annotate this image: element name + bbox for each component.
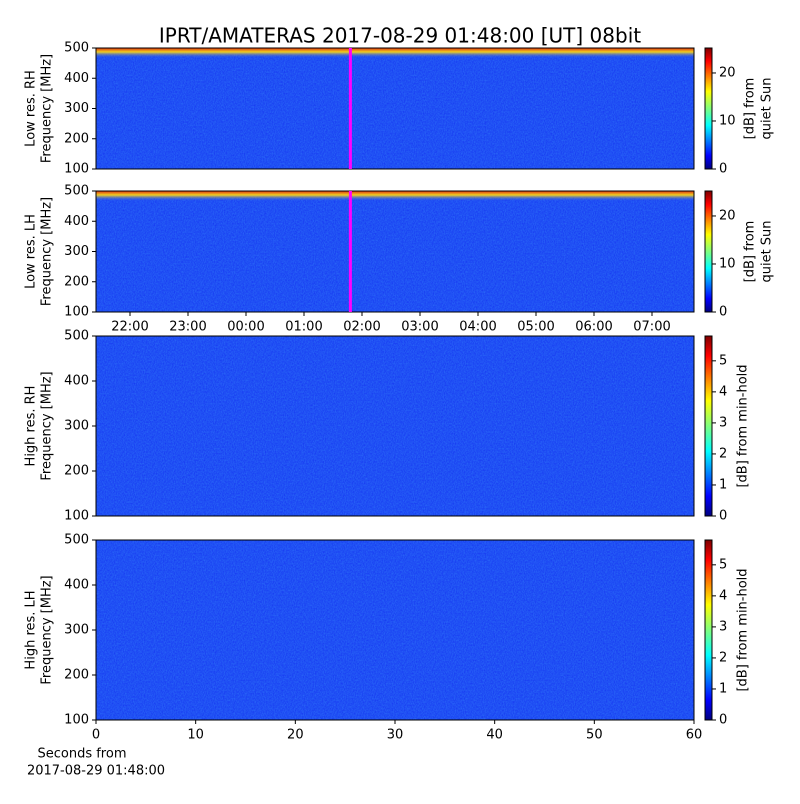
y-tick-label: 500 <box>64 184 89 199</box>
spectrogram-texture <box>96 191 694 312</box>
spectrogram-texture <box>96 336 694 516</box>
y-tick-label: 100 <box>64 509 89 524</box>
y-axis-label: Low res. RH <box>24 70 39 147</box>
colorbar <box>704 539 713 721</box>
y-tick-label: 200 <box>64 464 89 479</box>
y-tick-label: 100 <box>64 162 89 177</box>
colorbar-tick-label: 2 <box>719 650 727 665</box>
colorbar-tick-label: 5 <box>719 353 727 368</box>
colorbar-tick-label: 5 <box>719 557 727 572</box>
y-axis-label: Frequency [MHz] <box>40 371 55 480</box>
colorbar-label: quiet Sun <box>760 220 775 282</box>
y-axis-label: Frequency [MHz] <box>40 54 55 163</box>
colorbar-tick-label: 4 <box>719 384 727 399</box>
y-tick-label: 100 <box>64 713 89 728</box>
y-axis-label: Low res. LH <box>24 214 39 289</box>
colorbar-tick-label: 0 <box>719 509 727 524</box>
y-tick-label: 300 <box>64 101 89 116</box>
x-tick-label: 30 <box>387 728 404 743</box>
x-tick-label: 60 <box>686 728 703 743</box>
x-axis-label: 2017-08-29 01:48:00 <box>27 764 165 779</box>
y-axis-label: High res. RH <box>24 386 39 467</box>
y-tick-label: 500 <box>64 41 89 56</box>
y-tick-label: 200 <box>64 274 89 289</box>
y-tick-label: 300 <box>64 623 89 638</box>
colorbar-tick-label: 1 <box>719 477 727 492</box>
colorbar-tick-label: 10 <box>719 256 736 271</box>
colorbar-tick-label: 0 <box>719 162 727 177</box>
x-tick-label: 01:00 <box>285 320 322 335</box>
colorbar-tick-label: 0 <box>719 305 727 320</box>
spectrogram-texture <box>96 48 694 169</box>
y-tick-label: 500 <box>64 329 89 344</box>
colorbar-tick-label: 20 <box>719 65 736 80</box>
colorbar-tick-label: 2 <box>719 446 727 461</box>
y-tick-label: 400 <box>64 71 89 86</box>
y-tick-label: 500 <box>64 533 89 548</box>
y-tick-label: 400 <box>64 214 89 229</box>
x-tick-label: 10 <box>187 728 204 743</box>
colorbar <box>704 190 713 313</box>
y-axis-label: Frequency [MHz] <box>40 575 55 684</box>
colorbar-label: quiet Sun <box>760 77 775 139</box>
y-tick-label: 200 <box>64 668 89 683</box>
chart-title: IPRT/AMATERAS 2017-08-29 01:48:00 [UT] 0… <box>159 24 641 48</box>
colorbar-tick-label: 4 <box>719 588 727 603</box>
x-tick-label: 0 <box>92 728 100 743</box>
colorbar <box>704 47 713 170</box>
colorbar-tick-label: 0 <box>719 713 727 728</box>
y-tick-label: 400 <box>64 578 89 593</box>
y-tick-label: 400 <box>64 374 89 389</box>
colorbar-label: [dB] from <box>743 78 758 140</box>
y-tick-label: 200 <box>64 131 89 146</box>
x-tick-label: 23:00 <box>169 320 206 335</box>
colorbar-label: [dB] from min-hold <box>736 568 751 691</box>
x-tick-label: 40 <box>486 728 503 743</box>
x-tick-label: 22:00 <box>111 320 148 335</box>
y-tick-label: 300 <box>64 244 89 259</box>
x-tick-label: 02:00 <box>343 320 380 335</box>
x-tick-label: 04:00 <box>459 320 496 335</box>
x-tick-label: 07:00 <box>633 320 670 335</box>
spectrogram-top-band <box>96 191 694 201</box>
colorbar-tick-label: 20 <box>719 208 736 223</box>
colorbar <box>704 335 713 517</box>
x-tick-label: 20 <box>287 728 304 743</box>
y-axis-label: Frequency [MHz] <box>40 197 55 306</box>
colorbar-tick-label: 3 <box>719 415 727 430</box>
spectrogram-texture <box>96 540 694 720</box>
x-tick-label: 05:00 <box>517 320 554 335</box>
colorbar-tick-label: 1 <box>719 681 727 696</box>
y-axis-label: High res. LH <box>24 590 39 669</box>
y-tick-label: 100 <box>64 305 89 320</box>
x-tick-label: 06:00 <box>575 320 612 335</box>
colorbar-tick-label: 3 <box>719 619 727 634</box>
x-tick-label: 00:00 <box>227 320 264 335</box>
colorbar-tick-label: 10 <box>719 113 736 128</box>
y-tick-label: 300 <box>64 419 89 434</box>
x-tick-label: 03:00 <box>401 320 438 335</box>
colorbar-label: [dB] from min-hold <box>736 364 751 487</box>
x-axis-label: Seconds from <box>37 747 126 762</box>
spectrogram-top-band <box>96 48 694 58</box>
colorbar-label: [dB] from <box>743 221 758 283</box>
x-tick-label: 50 <box>586 728 603 743</box>
